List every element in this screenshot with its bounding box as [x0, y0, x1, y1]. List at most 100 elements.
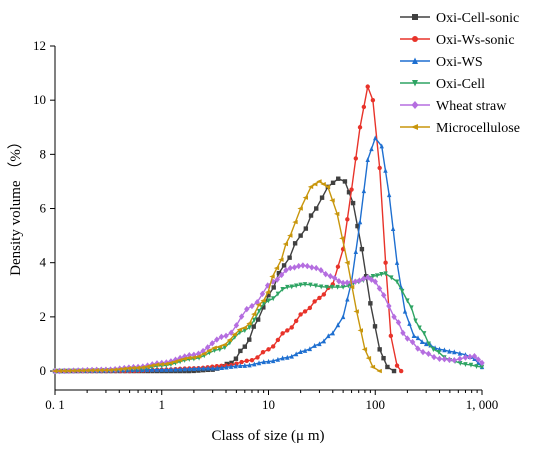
data-point-marker	[70, 368, 76, 373]
data-point-marker	[187, 366, 192, 372]
data-point-marker	[247, 337, 252, 342]
data-point-marker	[360, 275, 367, 282]
data-point-marker	[238, 348, 243, 354]
data-point-marker	[298, 312, 303, 317]
data-point-marker	[339, 236, 345, 241]
data-point-marker	[329, 198, 335, 203]
y-tick-label: 12	[33, 38, 46, 53]
data-point-marker	[391, 368, 397, 374]
y-axis-title: Density volume （%）	[7, 134, 24, 276]
data-point-marker	[372, 278, 378, 285]
data-point-marker	[255, 355, 260, 360]
data-point-marker	[307, 346, 313, 352]
data-point-marker	[205, 365, 211, 371]
data-point-marker	[394, 279, 400, 285]
y-tick-label: 10	[33, 92, 46, 107]
data-point-marker	[289, 325, 294, 330]
data-point-marker	[318, 267, 324, 274]
data-point-marker	[419, 339, 425, 345]
data-point-marker	[228, 329, 234, 336]
data-point-marker	[259, 290, 266, 298]
data-point-marker	[168, 366, 174, 372]
data-point-marker	[275, 291, 281, 297]
data-point-marker	[287, 264, 293, 272]
data-point-marker	[386, 192, 392, 198]
data-point-marker	[215, 365, 220, 371]
data-point-marker	[264, 289, 271, 295]
data-point-marker	[390, 226, 396, 232]
y-tick-label: 0	[40, 363, 47, 378]
data-point-marker	[302, 348, 308, 353]
data-point-marker	[457, 350, 463, 356]
y-tick-label: 8	[40, 146, 47, 161]
data-point-marker	[302, 195, 309, 200]
data-point-marker	[238, 313, 245, 320]
data-point-marker	[381, 291, 387, 299]
data-point-marker	[116, 367, 122, 372]
data-point-marker	[379, 143, 384, 149]
data-point-marker	[298, 282, 303, 288]
data-point-marker	[149, 363, 155, 368]
data-point-marker	[216, 344, 223, 349]
data-point-marker	[236, 327, 243, 332]
data-point-marker	[285, 354, 290, 360]
data-point-marker	[256, 360, 262, 366]
data-point-marker	[280, 286, 285, 292]
data-point-marker	[327, 273, 334, 280]
data-point-marker	[372, 324, 378, 329]
data-point-marker	[326, 333, 331, 339]
data-point-marker	[260, 298, 266, 303]
data-point-marker	[282, 241, 289, 247]
data-point-marker	[158, 362, 164, 367]
data-point-marker	[324, 284, 329, 290]
data-point-marker	[394, 363, 400, 368]
data-point-marker	[278, 271, 285, 279]
data-point-marker	[181, 356, 187, 362]
data-point-marker	[233, 363, 238, 369]
data-point-marker	[391, 313, 397, 321]
data-point-marker	[320, 181, 326, 187]
data-point-marker	[226, 337, 233, 343]
data-point-marker	[370, 97, 376, 103]
data-point-marker	[474, 364, 479, 369]
data-point-marker	[412, 57, 418, 64]
legend-label: Oxi-Cell-sonic	[436, 11, 519, 26]
data-point-marker	[319, 195, 325, 200]
data-point-marker	[206, 348, 212, 353]
data-point-marker	[317, 295, 322, 301]
data-point-marker	[411, 333, 417, 339]
data-point-marker	[353, 156, 358, 161]
data-point-marker	[224, 364, 229, 370]
data-point-marker	[330, 330, 335, 336]
data-point-marker	[415, 335, 421, 341]
data-point-marker	[252, 361, 257, 367]
data-point-marker	[84, 368, 90, 373]
data-point-marker	[409, 338, 416, 346]
data-point-marker	[173, 366, 178, 372]
data-point-marker	[333, 211, 340, 217]
series-line	[55, 84, 402, 372]
data-point-marker	[293, 351, 299, 357]
data-point-marker	[93, 368, 99, 373]
data-point-marker	[411, 124, 418, 130]
data-point-marker	[365, 157, 370, 162]
data-point-marker	[426, 341, 431, 347]
legend-label: Oxi-Cell	[436, 77, 485, 92]
data-point-marker	[285, 328, 290, 333]
data-point-marker	[214, 336, 220, 343]
data-point-marker	[345, 296, 350, 302]
data-point-marker	[317, 341, 322, 347]
data-point-marker	[196, 365, 201, 371]
series-microcellulose	[51, 179, 382, 374]
data-point-marker	[356, 277, 363, 284]
data-point-marker	[247, 325, 252, 331]
legend-label: Oxi-Ws-sonic	[436, 33, 515, 48]
data-point-marker	[242, 344, 248, 349]
data-point-marker	[285, 284, 290, 290]
data-point-marker	[336, 176, 341, 181]
series-oxi-ws-sonic	[52, 84, 404, 374]
data-point-marker	[246, 321, 252, 326]
data-point-marker	[172, 359, 178, 364]
data-point-marker	[312, 181, 318, 187]
